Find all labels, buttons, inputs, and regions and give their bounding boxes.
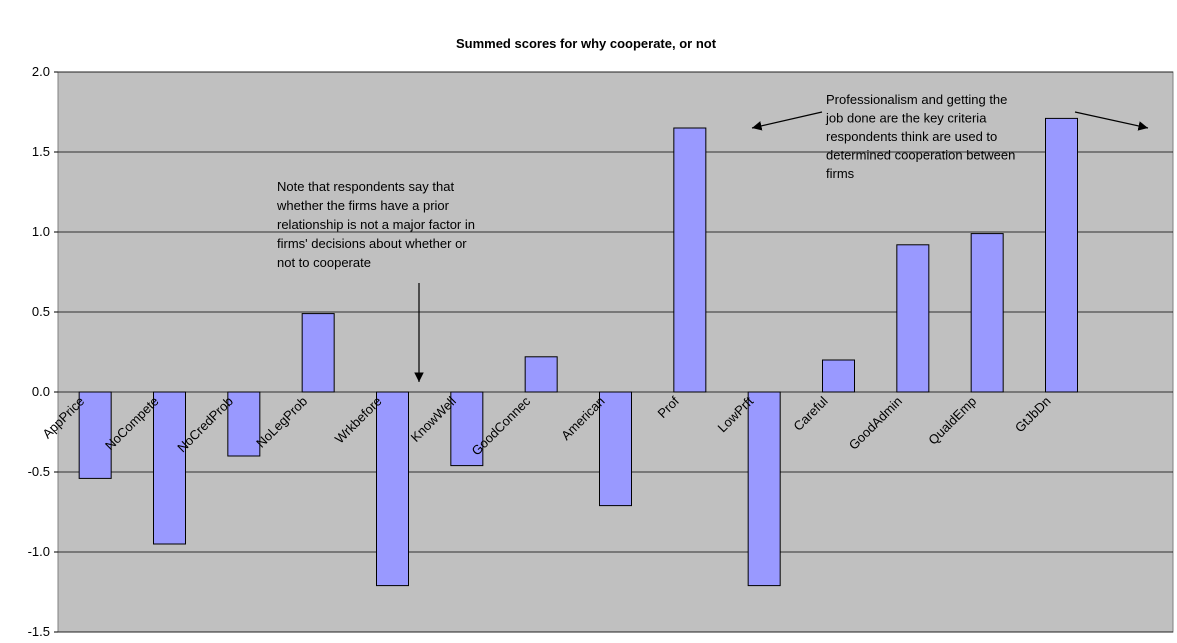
bar [747,391,781,587]
bar [896,244,930,393]
y-tick-label: 1.0 [32,224,50,239]
bar [376,391,409,587]
bar [970,233,1004,393]
bar [524,356,558,393]
bar [822,359,855,393]
annotation-line: firms [826,166,855,181]
bar [301,313,335,393]
y-tick-label: 2.0 [32,64,50,79]
bar [227,391,261,457]
annotation-line: respondents think are used to [826,129,997,144]
annotation: Professionalism and getting the job done… [825,92,1019,181]
bar [78,391,112,479]
annotation-arrow [751,111,823,131]
annotation-line: Professionalism and getting the [826,92,1007,107]
annotation-line: relationship is not a major factor in [277,217,475,232]
annotation-line: whether the firms have a prior [276,198,450,213]
annotation-line: determined cooperation between [826,148,1015,163]
annotation-line: job done are the key criteria [825,111,987,126]
y-tick-label: 0.5 [32,304,50,319]
annotation-line: firms' decisions about whether or [277,236,467,251]
chart-title: Summed scores for why cooperate, or not [456,36,717,51]
bar [599,391,632,507]
bar [673,127,707,393]
bar [1045,117,1078,393]
y-tick-label: 0.0 [32,384,50,399]
annotation-arrow [1074,111,1149,131]
annotation-line: Note that respondents say that [277,179,454,194]
y-tick-label: -0.5 [28,464,50,479]
y-tick-label: -1.5 [28,624,50,638]
y-tick-label: 1.5 [32,144,50,159]
annotation: Note that respondents say that whether t… [276,179,479,270]
y-tick-label: -1.0 [28,544,50,559]
bar [153,391,186,545]
bar [450,391,484,467]
annotation-line: not to cooperate [277,255,371,270]
